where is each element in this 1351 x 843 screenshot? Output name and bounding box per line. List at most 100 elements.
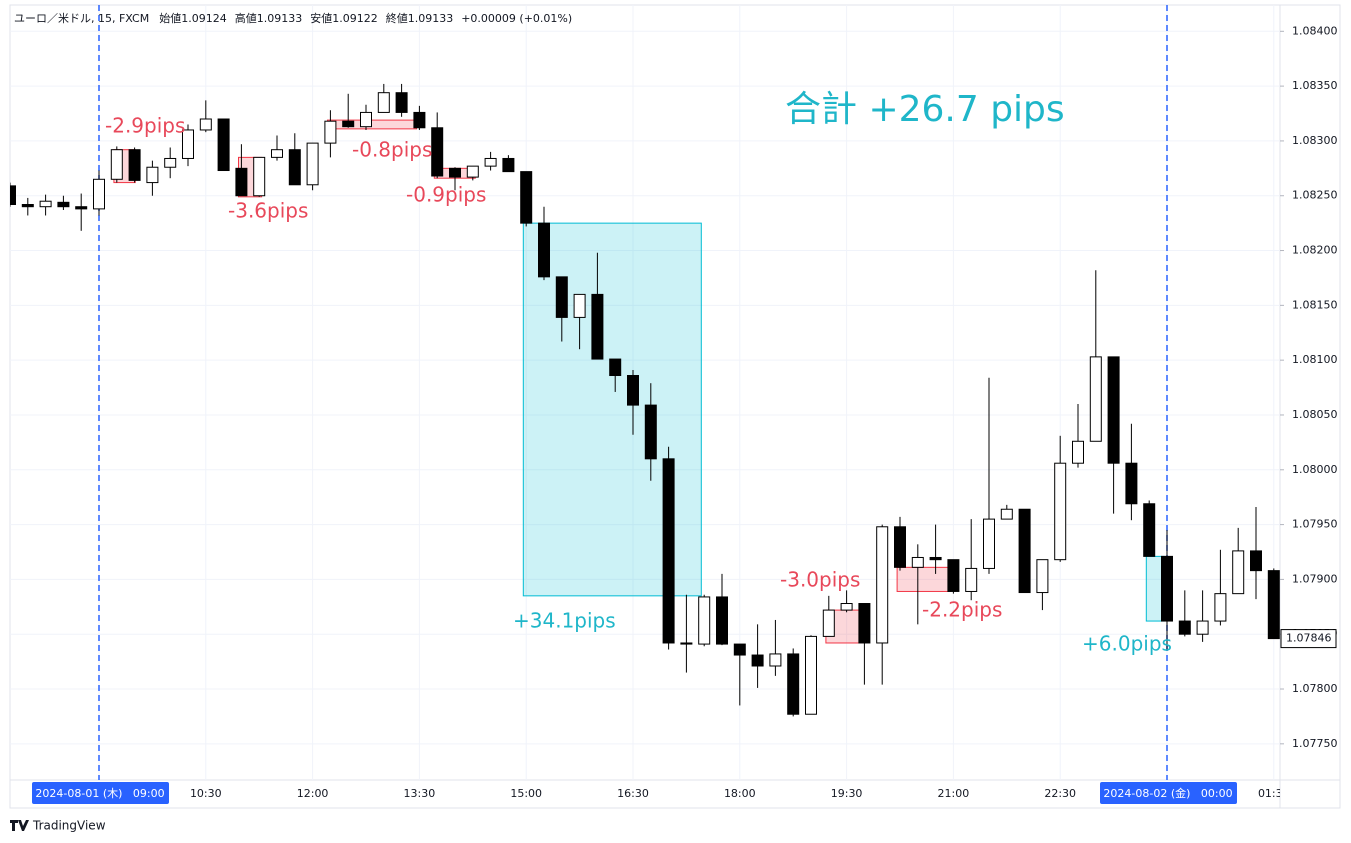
header-ohlc: 高値1.09133 [235,11,303,25]
brand-logo [10,820,29,831]
y-tick-label: 1.08350 [1292,79,1338,92]
candle-body [609,358,622,377]
candle-body [1072,440,1084,464]
candle-body [769,653,782,667]
candle-body [182,129,194,159]
candle-body [1250,550,1262,572]
candle-body [591,293,604,360]
trade-label: +34.1pips [513,609,616,633]
candle-body [520,171,533,224]
candle-body [502,157,515,173]
candle-body [431,127,444,177]
candle-body [787,653,800,715]
candle-body [733,643,746,656]
candle-body [10,185,16,206]
x-label-box [1100,782,1237,804]
candle-body [1267,570,1280,640]
candle-body [698,596,711,645]
candle-body [1178,620,1191,635]
candle-body [253,156,266,197]
y-tick-label: 1.08300 [1292,134,1338,147]
candle-body [1232,550,1245,595]
candle-body [217,118,230,172]
candle-body [1125,462,1138,505]
header-ohlc: 安値1.09122 [310,11,378,25]
x-tick-label: 2024-08-02 (金) 00:00 [1103,786,1232,800]
candle-body [822,609,835,637]
trade-label: -3.0pips [780,568,860,592]
y-tick-label: 1.08150 [1292,298,1338,311]
candle-body [199,118,212,131]
candle-body [662,458,675,644]
candle-body [306,142,319,186]
x-tick-label: 16:30 [617,787,649,800]
trade-label: -2.2pips [922,598,1002,622]
candle-body [911,556,924,568]
y-tick-label: 1.08000 [1292,463,1338,476]
y-tick-label: 1.08400 [1292,24,1338,37]
last-price-label: 1.07846 [1286,632,1332,645]
candle-body [1143,503,1156,557]
candle-body [1000,508,1013,520]
header-ohlc: 始値1.09124 [159,11,227,25]
candle-body [466,165,479,178]
y-tick-label: 1.07950 [1292,518,1338,531]
header-ohlc: 終値1.09133 [386,11,454,25]
candle-body [644,404,657,460]
candle-body [342,120,355,128]
x-tick-label: 18:00 [724,787,756,800]
candle-body [1196,620,1209,635]
x-tick-label: 21:00 [938,787,970,800]
candle-body [146,166,159,184]
x-tick-label: 15:00 [510,787,542,800]
candle-body [716,596,728,645]
frame [9,4,1341,809]
candle-body [413,111,426,129]
candle-body [929,556,942,561]
x-tick-label: 01:30 [1258,787,1290,800]
candle-body [947,559,960,592]
y-tick-label: 1.08050 [1292,408,1338,421]
candle-body [110,149,123,180]
candle-body [1161,555,1173,622]
candle-body [484,157,497,167]
candle-body [377,92,390,113]
y-tick-label: 1.08200 [1292,244,1338,257]
x-tick-label: 10:30 [190,787,222,800]
y-tick-label: 1.08250 [1292,189,1338,202]
candle-body [894,526,906,568]
y-tick-label: 1.07900 [1292,572,1338,585]
trade-label: +6.0pips [1082,632,1172,656]
x-tick-label: 12:00 [297,787,329,800]
x-tick-label: 19:30 [831,787,863,800]
trade-box [896,566,951,592]
candle-body [680,642,693,645]
candle-body [271,149,283,158]
candle-body [983,518,995,569]
candle-body [449,167,461,178]
candle-body [1036,559,1049,594]
candle-body [360,111,372,128]
header-change: +0.00009 (+0.01%) [461,12,572,25]
header-symbol: ユーロ／米ドル, 15, FXCM [14,12,149,25]
candle-body [1018,508,1031,594]
candle-body [93,178,105,210]
brand: TradingView [32,819,106,833]
candle-body [164,157,177,168]
candle-body [805,635,817,715]
y-tick-label: 1.08100 [1292,353,1338,366]
candle-body [840,603,853,611]
candle-body [1089,356,1102,442]
candle-body [21,204,34,208]
trade-label: -2.9pips [105,114,185,138]
x-tick-label: 2024-08-01 (木) 09:00 [35,787,164,800]
candle-body [288,149,301,186]
candle-body [128,149,141,181]
candle-body [395,92,408,113]
candle-body [573,293,586,318]
candle-body [555,276,568,318]
total-annotation: 合計 +26.7 pips [785,89,1065,130]
y-tick-label: 1.07800 [1292,682,1338,695]
candle-body [965,567,978,592]
